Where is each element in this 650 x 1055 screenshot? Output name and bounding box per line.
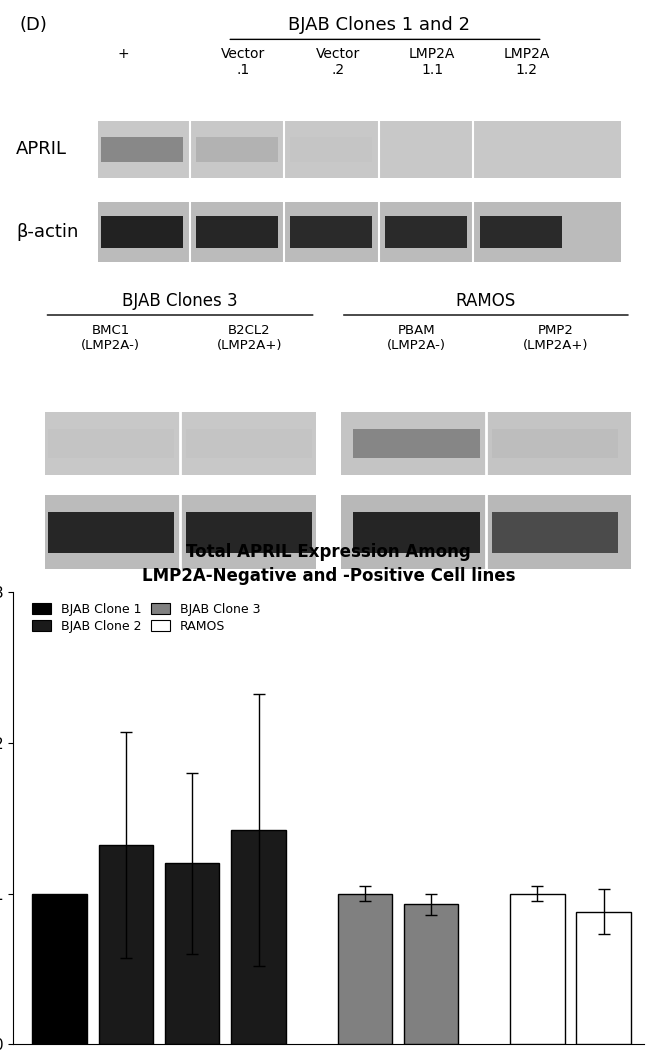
Bar (480, 137, 562, 161)
Text: B2CL2
(LMP2A+): B2CL2 (LMP2A+) (216, 324, 282, 351)
Text: PMP2
(LMP2A+): PMP2 (LMP2A+) (523, 324, 588, 351)
Legend: BJAB Clone 1, BJAB Clone 2, BJAB Clone 3, RAMOS: BJAB Clone 1, BJAB Clone 2, BJAB Clone 3… (32, 602, 261, 633)
Bar (337, 894, 392, 1044)
Text: BJAB Clones 1 and 2: BJAB Clones 1 and 2 (288, 16, 470, 34)
Bar (98, 120, 621, 178)
Bar (510, 894, 564, 1044)
Text: Vector
.1: Vector .1 (221, 47, 265, 77)
Bar (291, 216, 372, 248)
Text: +: + (118, 47, 129, 61)
Text: (D): (D) (20, 16, 47, 34)
Bar (354, 429, 480, 458)
Text: BJAB Clones 3: BJAB Clones 3 (122, 292, 238, 310)
Bar (341, 413, 631, 475)
Bar (44, 495, 316, 570)
Text: Vector
.2: Vector .2 (316, 47, 360, 77)
Text: LMP2A
1.2: LMP2A 1.2 (504, 47, 550, 77)
Bar (480, 216, 562, 248)
Bar (231, 830, 286, 1044)
Bar (196, 216, 278, 248)
Bar (385, 216, 467, 248)
Text: RAMOS: RAMOS (456, 292, 516, 310)
Bar (341, 495, 631, 570)
Text: BMC1
(LMP2A-): BMC1 (LMP2A-) (81, 324, 140, 351)
Bar (101, 216, 183, 248)
Bar (98, 202, 621, 262)
Bar (101, 137, 183, 161)
Bar (32, 894, 86, 1044)
Bar (404, 904, 458, 1044)
Text: PBAM
(LMP2A-): PBAM (LMP2A-) (387, 324, 446, 351)
Bar (44, 413, 316, 475)
Bar (187, 429, 313, 458)
Bar (577, 912, 631, 1044)
Title: Total APRIL Expression Among
LMP2A-Negative and -Positive Cell lines: Total APRIL Expression Among LMP2A-Negat… (142, 543, 515, 584)
Bar (165, 863, 220, 1044)
Text: LMP2A
1.1: LMP2A 1.1 (409, 47, 456, 77)
Bar (354, 512, 480, 553)
Bar (291, 137, 372, 161)
Bar (47, 429, 174, 458)
Text: β-actin: β-actin (16, 223, 79, 241)
Bar (196, 137, 278, 161)
Bar (187, 512, 313, 553)
Bar (47, 512, 174, 553)
Text: APRIL: APRIL (16, 140, 67, 158)
Bar (492, 512, 618, 553)
Bar (385, 137, 467, 161)
Bar (99, 845, 153, 1044)
Bar (492, 429, 618, 458)
